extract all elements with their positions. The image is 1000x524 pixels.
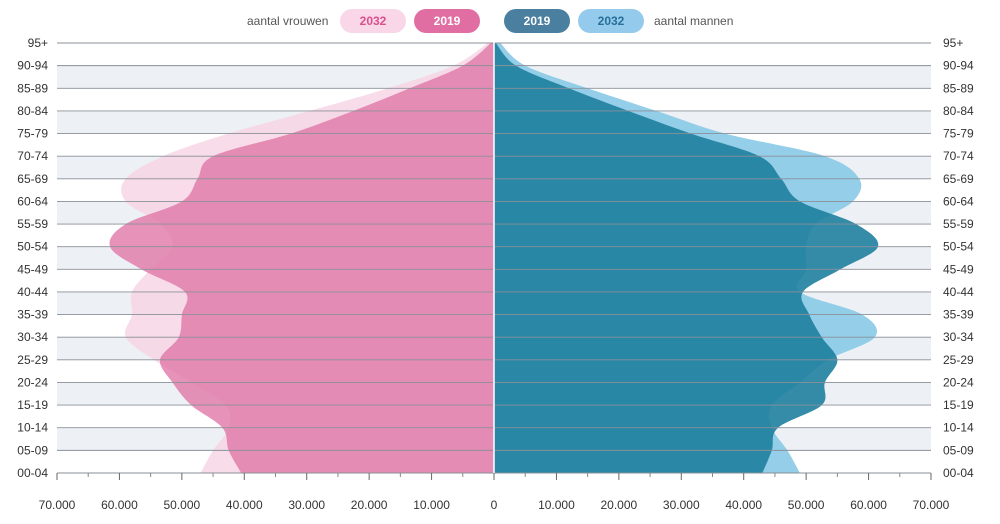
age-label-right: 90-94 — [943, 59, 974, 73]
age-label-left: 10-14 — [17, 421, 48, 435]
x-tick-label: 10.000 — [538, 498, 575, 512]
right-age-labels: 00-04 05-09 10-14 15-19 20-24 25-29 30-34 35-39… — [943, 36, 974, 480]
age-label-right: 00-04 — [943, 466, 974, 480]
age-label-left: 00-04 — [17, 466, 48, 480]
age-label-right: 35-39 — [943, 308, 974, 322]
x-tick-label: 30.000 — [288, 498, 325, 512]
age-label-right: 45-49 — [943, 262, 974, 276]
age-label-left: 85-89 — [17, 81, 48, 95]
legend-men-2032-toggle[interactable]: 2032 — [578, 9, 644, 33]
legend: aantal vrouwen 2032 2019 2019 2032 aanta… — [0, 9, 1000, 35]
legend-women-2019-toggle[interactable]: 2019 — [414, 9, 480, 33]
age-label-right: 65-69 — [943, 172, 974, 186]
age-label-right: 30-34 — [943, 330, 974, 344]
x-tick-label: 70.000 — [39, 498, 76, 512]
x-tick-label: 50.000 — [164, 498, 201, 512]
age-label-left: 70-74 — [17, 149, 48, 163]
legend-men-2019-toggle[interactable]: 2019 — [504, 9, 570, 33]
age-label-left: 20-24 — [17, 375, 48, 389]
age-label-right: 55-59 — [943, 217, 974, 231]
age-label-left: 45-49 — [17, 262, 48, 276]
age-label-right: 20-24 — [943, 375, 974, 389]
legend-women-label: aantal vrouwen — [247, 14, 329, 28]
age-label-left: 15-19 — [17, 398, 48, 412]
x-tick-label: 20.000 — [601, 498, 638, 512]
men-2019-area — [494, 43, 879, 473]
age-label-right: 60-64 — [943, 194, 974, 208]
age-label-left: 65-69 — [17, 172, 48, 186]
age-label-left: 60-64 — [17, 194, 48, 208]
age-label-left: 05-09 — [17, 443, 48, 457]
age-label-left: 30-34 — [17, 330, 48, 344]
age-label-right: 50-54 — [943, 240, 974, 254]
age-label-right: 85-89 — [943, 81, 974, 95]
age-label-right: 25-29 — [943, 353, 974, 367]
age-label-left: 95+ — [28, 36, 48, 50]
gridlines — [57, 39, 931, 474]
age-label-right: 75-79 — [943, 127, 974, 141]
age-label-left: 25-29 — [17, 353, 48, 367]
pyramid-areas — [109, 43, 879, 473]
age-label-left: 50-54 — [17, 240, 48, 254]
x-tick-label: 0 — [491, 498, 498, 512]
age-label-left: 55-59 — [17, 217, 48, 231]
x-tick-label: 10.000 — [413, 498, 450, 512]
legend-men-label: aantal mannen — [654, 14, 734, 28]
age-label-left: 90-94 — [17, 59, 48, 73]
x-tick-label: 50.000 — [788, 498, 825, 512]
age-label-right: 15-19 — [943, 398, 974, 412]
women-2019-area — [109, 43, 495, 473]
x-tick-label: 20.000 — [351, 498, 388, 512]
x-tick-label: 40.000 — [226, 498, 263, 512]
x-tick-label: 40.000 — [725, 498, 762, 512]
age-label-left: 75-79 — [17, 127, 48, 141]
x-tick-label: 70.000 — [913, 498, 950, 512]
x-tick-label: 60.000 — [850, 498, 887, 512]
age-label-left: 40-44 — [17, 285, 48, 299]
x-tick-label: 60.000 — [101, 498, 138, 512]
age-label-left: 35-39 — [17, 308, 48, 322]
age-label-right: 10-14 — [943, 421, 974, 435]
x-tick-label: 30.000 — [663, 498, 700, 512]
age-label-right: 95+ — [943, 36, 963, 50]
legend-women-2032-toggle[interactable]: 2032 — [340, 9, 406, 33]
age-label-right: 05-09 — [943, 443, 974, 457]
age-label-right: 40-44 — [943, 285, 974, 299]
age-label-right: 70-74 — [943, 149, 974, 163]
x-axis-ticks: 70.000 60.000 50.000 40.000 30.000 20.000 10.0… — [39, 473, 950, 512]
age-label-right: 80-84 — [943, 104, 974, 118]
age-label-left: 80-84 — [17, 104, 48, 118]
left-age-labels: 00-04 05-09 10-14 15-19 20-24 25-29 30-34 35-39… — [17, 36, 48, 480]
